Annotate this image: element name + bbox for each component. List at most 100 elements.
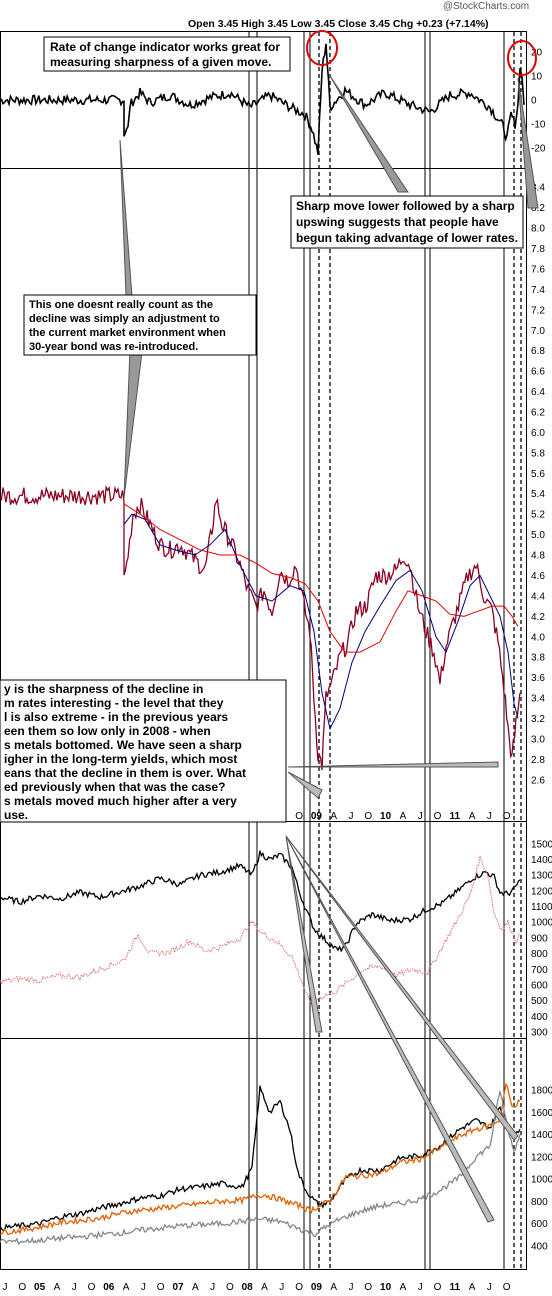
big-note-line-8: ed previously when that was the case? <box>4 780 225 794</box>
big-note-line-1: y is the sharpness of the decline in <box>4 682 203 696</box>
series-xau <box>0 1082 521 1236</box>
big-note-line-7: eans that the decline in them is over. W… <box>4 766 246 780</box>
bond-note-line-2: decline was simply an adjustment to <box>29 313 220 325</box>
x-tick-label: O <box>364 811 372 822</box>
y-tick-label: 7.2 <box>531 305 545 316</box>
big-note-line-2: m rates interesting - the level that the… <box>4 696 224 710</box>
y-tick-label: 4.2 <box>531 612 545 623</box>
callout-pointers <box>119 75 539 1223</box>
y-tick-label: 6.0 <box>531 428 545 439</box>
roc-note-line-1: Rate of change indicator works great for <box>50 40 280 54</box>
y-tick-label: 4.0 <box>531 632 545 643</box>
metals-series-layer <box>0 850 521 1005</box>
highlight-circles <box>306 30 537 76</box>
x-tick-label: J <box>487 1282 492 1293</box>
series-ma-fast <box>123 513 519 731</box>
x-tick-label: A <box>400 1282 407 1293</box>
y-tick-label: -10 <box>531 120 546 131</box>
x-tick-label: A <box>330 1282 337 1293</box>
y-tick-label: 8.0 <box>531 224 545 235</box>
watermark-text: @StockCharts.com <box>443 1 529 12</box>
series-silver <box>0 855 521 1005</box>
y-tick-label: 6.2 <box>531 408 545 419</box>
x-tick-label: 10 <box>380 1282 392 1293</box>
y-tick-label: 6.4 <box>531 387 545 398</box>
x-tick-label: J <box>279 1282 284 1293</box>
y-tick-label: 1300 <box>531 871 552 882</box>
y-tick-label: 600 <box>531 981 548 992</box>
series-30-year-yield <box>0 484 521 771</box>
y-tick-label: 1200 <box>531 1152 552 1163</box>
x-tick-label: J <box>349 811 354 822</box>
sharp-note-line-1: Sharp move lower followed by a sharp <box>296 199 515 213</box>
x-tick-label: J <box>72 1282 77 1293</box>
y-tick-label: 5.6 <box>531 469 545 480</box>
x-tick-label: 08 <box>242 1282 254 1293</box>
x-tick-label: O <box>503 1282 511 1293</box>
y-tick-label: 7.4 <box>531 285 545 296</box>
bond-note-line-1: This one doesnt really count as the <box>29 299 213 311</box>
x-tick-label: A <box>330 811 337 822</box>
y-tick-label: 4.4 <box>531 591 545 602</box>
x-tick-label: A <box>469 1282 476 1293</box>
x-tick-label: J <box>418 1282 423 1293</box>
x-tick-label: J <box>487 811 492 822</box>
y-tick-label: 600 <box>531 1219 548 1230</box>
y-tick-label: 6.8 <box>531 346 545 357</box>
big-note-line-6: igher in the long-term yields, which mos… <box>4 752 237 766</box>
annotation-roc-note: Rate of change indicator works great for… <box>43 36 291 72</box>
miners-series-layer <box>0 1082 521 1246</box>
annotation-big-note: y is the sharpness of the decline in m r… <box>0 679 287 823</box>
y-tick-label: 800 <box>531 949 548 960</box>
y-tick-label: 3.6 <box>531 673 545 684</box>
red-circle-2009 <box>306 30 338 66</box>
y-tick-label: 8.4 <box>531 183 545 194</box>
y-tick-label: 1500 <box>531 839 552 850</box>
x-tick-label: 11 <box>450 811 461 822</box>
y-tick-label: 300 <box>531 1028 548 1039</box>
x-tick-label: A <box>400 811 407 822</box>
quote-readout: Open 3.45 High 3.45 Low 3.45 Close 3.45 … <box>188 18 489 30</box>
x-tick-label: A <box>469 811 476 822</box>
y-tick-label: 8.2 <box>531 203 545 214</box>
y-tick-label: 5.2 <box>531 510 545 521</box>
big-note-line-5: s metals bottomed. We have seen a sharp <box>4 738 242 752</box>
y-tick-label: 1000 <box>531 1175 552 1186</box>
x-tick-label: J <box>349 1282 354 1293</box>
y-tick-label: 400 <box>531 1012 548 1023</box>
x-tick-label: O <box>226 1282 234 1293</box>
annotation-sharp-note: Sharp move lower followed by a sharp ups… <box>290 195 524 249</box>
x-tick-label: A <box>192 1282 199 1293</box>
x-tick-label: O <box>88 1282 96 1293</box>
y-tick-label: 5.8 <box>531 448 545 459</box>
x-tick-label: 10 <box>380 811 392 822</box>
y-tick-label: -20 <box>531 144 546 155</box>
roc-series-layer <box>0 43 525 155</box>
y-tick-label: 1200 <box>531 886 552 897</box>
x-tick-label: O <box>18 1282 26 1293</box>
bond-note-line-3: the current market environment when <box>29 327 226 339</box>
y-tick-label: 1400 <box>531 1130 552 1141</box>
x-tick-label: A <box>123 1282 130 1293</box>
big-note-line-9: s metals moved much higher after a very <box>4 794 237 808</box>
x-axis-bottom-labels: J O 05 A J O 06 A J O 07 A J O 08 A J O 09 A J O 10 A J O 11 A J O <box>3 1282 511 1293</box>
y-tick-label: 20 <box>531 48 543 59</box>
y-tick-label: 1000 <box>531 918 552 929</box>
roc-note-line-2: measuring sharpness of a given move. <box>50 55 271 69</box>
big-note-line-10: use. <box>4 808 28 822</box>
y-tick-label: 1800 <box>531 1086 552 1097</box>
x-tick-label: A <box>54 1282 61 1293</box>
y-tick-label: 2.6 <box>531 775 545 786</box>
y-tick-label: 7.8 <box>531 244 545 255</box>
y-tick-label: 7.0 <box>531 326 545 337</box>
big-note-line-3: l is also extreme - in the previous year… <box>4 710 228 724</box>
x-tick-label: O <box>295 1282 303 1293</box>
x-tick-label: J <box>141 1282 146 1293</box>
x-tick-label: O <box>364 1282 372 1293</box>
y-tick-label: 6.6 <box>531 367 545 378</box>
series-gold <box>0 850 521 953</box>
y-tick-label: 3.8 <box>531 653 545 664</box>
y-tick-label: 5.0 <box>531 530 545 541</box>
series-ma-slow <box>123 503 519 653</box>
